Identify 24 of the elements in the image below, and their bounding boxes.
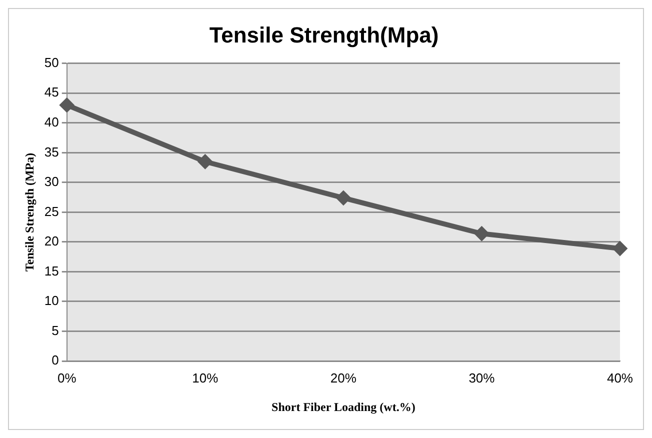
point xyxy=(612,241,628,256)
y-tick-label: 0 xyxy=(52,352,59,368)
chart-title: Tensile Strength(Mpa) xyxy=(209,22,439,48)
y-tick-label: 40 xyxy=(44,114,59,130)
y-tick-label: 25 xyxy=(44,204,59,219)
y-tick-label: 30 xyxy=(44,174,59,190)
x-tick-label: 10% xyxy=(192,370,219,386)
y-tick-label: 15 xyxy=(44,263,59,278)
point xyxy=(336,190,351,206)
y-tick-label: 10 xyxy=(44,293,59,308)
point xyxy=(59,98,74,113)
point xyxy=(474,226,490,242)
y-tick-label: 50 xyxy=(44,54,59,70)
y-tick-label: 35 xyxy=(44,144,59,160)
y-tick-label: 20 xyxy=(44,234,59,249)
x-axis-title: Short Fiber Loading (wt.%) xyxy=(272,400,416,414)
y-tick-label: 45 xyxy=(44,84,59,100)
point xyxy=(198,154,213,170)
y-tick-label: 5 xyxy=(52,322,59,338)
x-tick-label: 0% xyxy=(57,370,77,386)
y-axis-title: Tensile Strength (MPa) xyxy=(22,152,36,272)
x-tick-label: 20% xyxy=(330,370,357,386)
x-tick-label: 30% xyxy=(468,370,496,386)
x-tick-label: 40% xyxy=(606,370,634,386)
